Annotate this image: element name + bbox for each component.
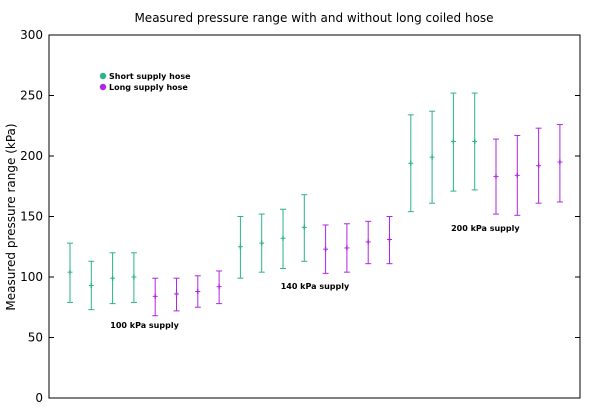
error-bar-point — [471, 92, 478, 191]
error-bar-point — [67, 242, 73, 303]
data-series — [67, 92, 563, 317]
y-tick-label: 300 — [20, 28, 43, 42]
error-bar-point — [493, 138, 499, 215]
legend-label: Short supply hose — [109, 72, 191, 81]
error-bar-point — [237, 216, 244, 279]
error-bar-point — [407, 114, 414, 213]
error-bar-point — [450, 92, 457, 192]
error-bar-point — [130, 252, 137, 303]
supply-annotation: 140 kPa supply — [281, 282, 350, 291]
error-bar-point — [173, 277, 180, 312]
y-tick-label: 50 — [28, 331, 43, 345]
error-bar-point — [152, 277, 159, 317]
error-bar-point — [109, 252, 116, 305]
error-bar-point — [88, 260, 95, 311]
supply-annotation: 100 kPa supply — [110, 321, 179, 330]
error-bar-point — [301, 194, 308, 262]
error-bar-point — [535, 127, 542, 204]
legend-marker — [99, 83, 107, 91]
error-bar-point — [429, 110, 436, 204]
error-bar-point — [216, 270, 223, 305]
y-axis-ticks: 0 50 100 150 200 250 300 — [20, 28, 580, 405]
legend-label: Long supply hose — [109, 83, 188, 92]
annotations: 100 kPa supply 140 kPa supply 200 kPa supp… — [110, 224, 520, 330]
error-bar-point — [556, 124, 563, 203]
y-tick-label: 100 — [20, 270, 43, 284]
legend: Short supply hose Long supply hose — [99, 72, 191, 92]
y-tick-label: 150 — [20, 210, 43, 224]
error-bar-point — [343, 223, 350, 273]
y-tick-label: 200 — [20, 149, 43, 163]
error-bar-point — [194, 275, 201, 308]
legend-marker — [99, 72, 107, 80]
error-bar-point — [322, 224, 329, 274]
y-tick-label: 0 — [35, 391, 43, 405]
error-bar-point — [258, 213, 265, 273]
chart-title: Measured pressure range with and without… — [134, 11, 493, 25]
error-bar-point — [386, 216, 393, 265]
y-axis-label: Measured pressure range (kPa) — [4, 123, 18, 310]
error-bar-point — [514, 134, 521, 216]
y-tick-label: 250 — [20, 89, 43, 103]
error-bar-point — [280, 208, 286, 270]
supply-annotation: 200 kPa supply — [451, 224, 520, 233]
error-bar-point — [365, 220, 372, 265]
